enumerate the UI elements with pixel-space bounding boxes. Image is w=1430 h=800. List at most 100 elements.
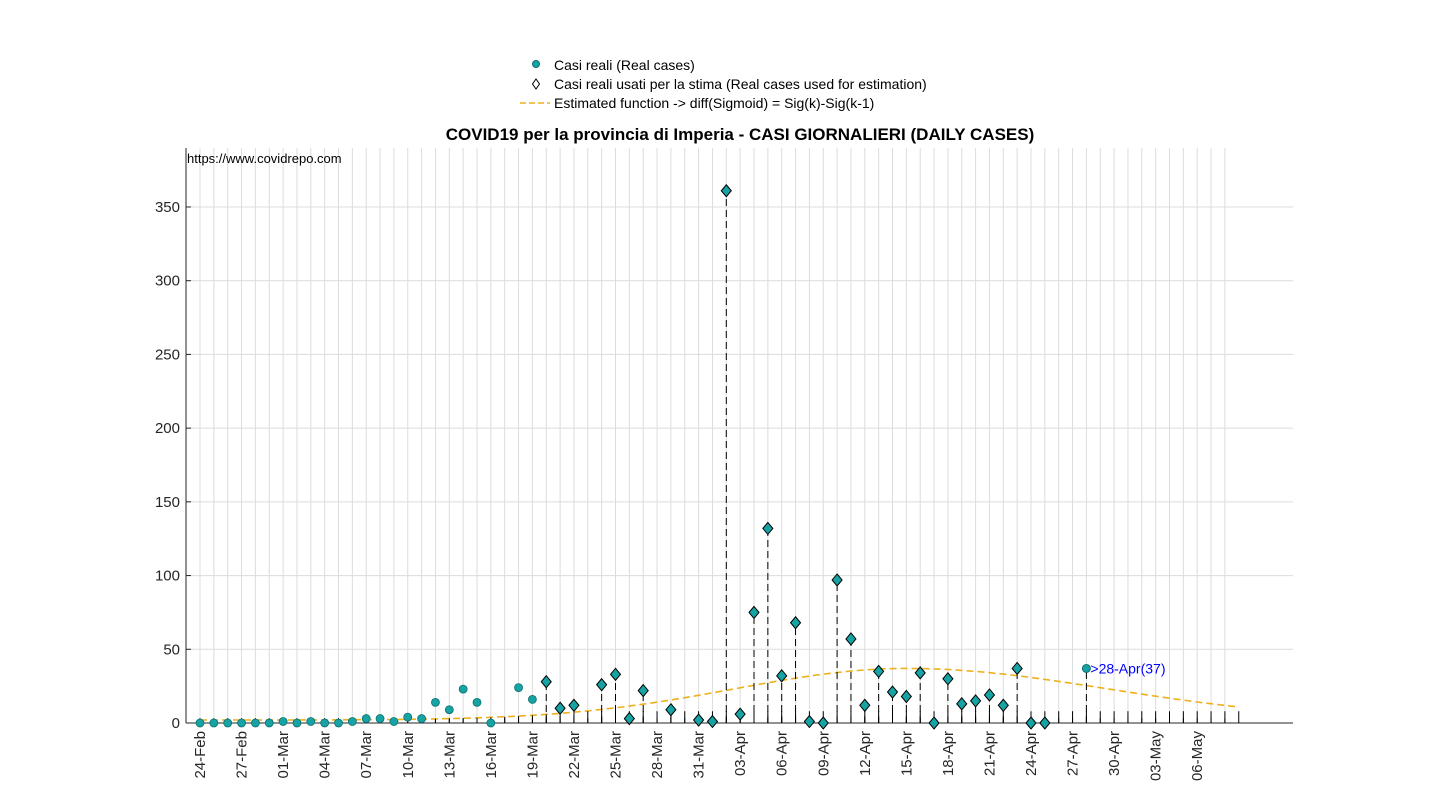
estimation-diamond	[831, 573, 843, 587]
annotation-dot	[1081, 663, 1091, 673]
estimation-diamond	[817, 716, 829, 730]
estimation-diamond	[734, 707, 746, 721]
estimation-diamond	[554, 701, 566, 716]
tick-labels: 0 50 100 150 200 250 300 350 24-Feb 27-Feb 01-Mar 0…	[155, 199, 1206, 781]
estimation-diamond	[609, 667, 622, 682]
y-tick-label: 50	[163, 641, 180, 658]
real-case-dot	[306, 717, 316, 726]
estimation-diamond	[914, 666, 926, 680]
estimation-diamond	[997, 698, 1009, 713]
legend-label-used: Casi reali usati per la stima (Real case…	[554, 76, 927, 92]
estimation-diamond	[983, 688, 996, 702]
estimation-diamond	[540, 674, 552, 689]
estimation-diamond	[637, 683, 649, 698]
y-tick-label: 100	[155, 568, 180, 585]
x-tick-label: 09-Apr	[815, 731, 832, 776]
estimation-diamond	[886, 685, 899, 699]
real-case-dot	[292, 718, 302, 728]
real-case-dot	[264, 718, 274, 728]
estimation-diamond	[859, 698, 871, 713]
estimation-diamond	[872, 664, 885, 679]
real-case-dot	[472, 697, 482, 707]
x-tick-label: 03-Apr	[732, 731, 749, 776]
real-case-dot	[375, 714, 385, 723]
estimation-diamond	[1011, 661, 1023, 676]
fit-curve	[200, 667, 1239, 721]
estimation-diamond	[720, 183, 732, 198]
x-tick-label: 27-Feb	[234, 731, 251, 779]
x-tick-label: 30-Apr	[1106, 731, 1123, 776]
x-tick-label: 28-Mar	[649, 731, 666, 779]
estimation-diamond	[748, 605, 760, 620]
x-tick-label: 21-Apr	[981, 731, 998, 776]
y-tick-label: 350	[155, 199, 180, 216]
estimation-diamond	[762, 521, 774, 536]
x-tick-label: 22-Mar	[566, 731, 583, 779]
legend: Casi reali (Real cases) Casi reali usati…	[520, 57, 927, 111]
y-tick-label: 300	[155, 273, 180, 290]
x-tick-label: 16-Mar	[483, 731, 500, 779]
x-tick-label: 27-Apr	[1065, 731, 1082, 776]
real-case-dot	[250, 718, 260, 728]
legend-label-real: Casi reali (Real cases)	[554, 57, 695, 73]
real-case-dot	[334, 718, 343, 728]
real-case-dot	[320, 718, 330, 728]
estimation-diamond	[803, 714, 816, 729]
x-tick-label: 12-Apr	[857, 731, 874, 776]
data-points	[195, 183, 1091, 730]
x-tick-label: 31-Mar	[691, 731, 708, 779]
legend-diamond-marker	[531, 78, 541, 90]
x-tick-label: 25-Mar	[608, 731, 625, 779]
watermark-url: https://www.covidrepo.com	[187, 151, 342, 166]
x-tick-label: 24-Apr	[1023, 731, 1040, 776]
real-case-dot	[361, 714, 371, 723]
real-case-dot	[237, 718, 246, 728]
real-case-dot	[528, 695, 537, 704]
estimation-diamond	[1039, 716, 1051, 730]
fit-curve-path	[200, 667, 1239, 721]
real-case-dot	[417, 714, 427, 723]
real-case-dot	[444, 705, 454, 715]
legend-dot-marker	[532, 60, 540, 68]
y-tick-label: 150	[155, 494, 180, 511]
real-case-dot	[458, 684, 468, 694]
x-tick-label: 06-May	[1189, 731, 1206, 782]
x-tick-label: 01-Mar	[275, 731, 292, 779]
estimation-diamond	[568, 698, 580, 713]
x-tick-label: 24-Feb	[192, 731, 209, 779]
estimation-diamond	[789, 615, 802, 630]
x-tick-label: 04-Mar	[317, 731, 334, 779]
x-tick-label: 07-Mar	[358, 731, 375, 779]
estimation-diamond	[665, 702, 677, 717]
real-case-dot	[431, 697, 440, 707]
estimation-diamond	[692, 713, 705, 727]
estimation-diamond	[706, 714, 719, 729]
estimation-diamond	[942, 671, 954, 686]
grid-lines	[186, 148, 1293, 723]
chart-title: COVID19 per la provincia di Imperia - CA…	[446, 125, 1035, 144]
estimation-diamond	[969, 694, 982, 708]
y-tick-label: 200	[155, 420, 180, 437]
stems	[199, 190, 1240, 723]
estimation-diamond	[845, 632, 857, 646]
y-tick-label: 250	[155, 346, 180, 363]
annotation-label: >28-Apr(37)	[1090, 660, 1165, 676]
real-case-dot	[514, 683, 523, 693]
estimation-diamond	[956, 697, 968, 711]
x-tick-label: 03-May	[1148, 731, 1165, 782]
x-tick-label: 13-Mar	[441, 731, 458, 779]
real-case-dot	[403, 712, 413, 722]
estimation-diamond	[1025, 716, 1037, 730]
estimation-diamond	[900, 689, 913, 704]
estimation-diamond	[928, 716, 940, 730]
x-tick-label: 06-Apr	[774, 731, 791, 776]
real-case-dot	[195, 718, 205, 728]
real-case-dot	[278, 717, 288, 726]
x-tick-label: 15-Apr	[898, 731, 915, 776]
x-tick-label: 19-Mar	[524, 731, 541, 779]
estimation-diamond	[623, 711, 636, 726]
estimation-diamond	[776, 669, 788, 683]
x-tick-label: 10-Mar	[400, 731, 417, 779]
real-case-dot	[223, 718, 233, 728]
